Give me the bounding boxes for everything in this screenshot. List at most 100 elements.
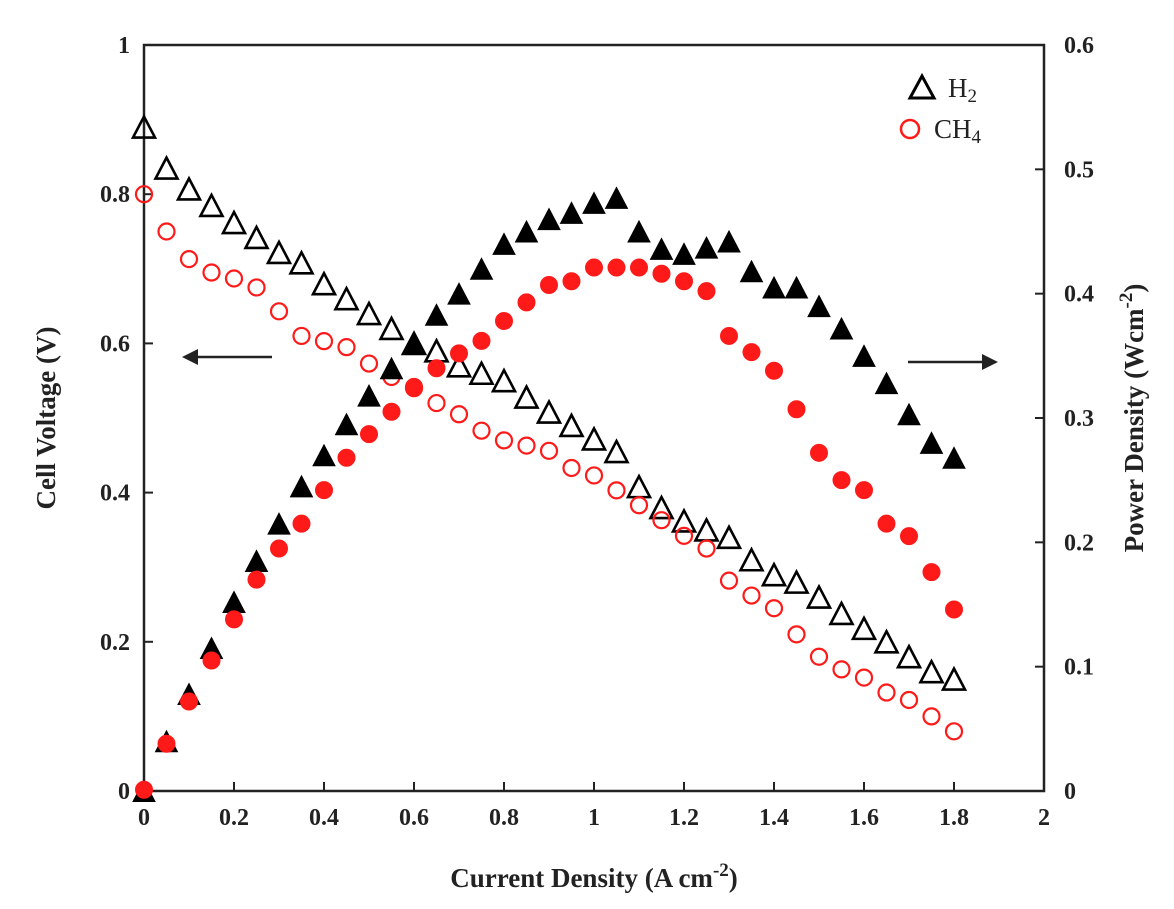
h2-voltage-point (648, 494, 675, 520)
h2-power-point (694, 236, 719, 259)
ch4-voltage-point (247, 278, 266, 297)
ch4-voltage-point (674, 526, 694, 545)
h2-voltage-point (625, 473, 653, 499)
ch4-voltage-point (629, 496, 649, 515)
ch4-power-point (562, 272, 581, 291)
x-tick-label: 1.2 (669, 805, 699, 831)
h2-power-point (717, 229, 741, 253)
h2-voltage-point (310, 270, 338, 296)
h2-voltage-point (715, 524, 743, 550)
h2-power-point (469, 257, 494, 280)
ch4-voltage-point (494, 431, 514, 450)
h2-power-point (942, 446, 966, 469)
ch4-power-point (720, 326, 738, 345)
h2-voltage-point (805, 583, 833, 609)
ch4-voltage-point (179, 250, 199, 269)
ch4-power-point (382, 402, 401, 421)
h2-power-point (807, 294, 831, 318)
ch4-power-point (405, 377, 423, 396)
h2-voltage-point (265, 239, 293, 265)
right-arrow-annotation (908, 354, 998, 370)
h2-voltage-point (513, 383, 540, 409)
ch4-power-point (315, 481, 333, 500)
x-tick-label: 1.4 (759, 805, 789, 831)
h2-power-point (582, 191, 606, 214)
x-tick-label: 1.8 (939, 805, 969, 831)
ch4-voltage-point (697, 539, 716, 558)
ch4-voltage-point (562, 458, 581, 478)
y-right-tick-label: 0.5 (1064, 157, 1094, 183)
h2-voltage-point (670, 507, 698, 533)
y-right-tick-label: 0.3 (1064, 406, 1094, 432)
ch4-power-point (900, 527, 918, 546)
y-right-axis-title: Power Density (Wcm-2) (1116, 284, 1149, 553)
legend-ch4-label: CH4 (934, 114, 982, 148)
x-axis-title: Current Density (A cm-2) (450, 860, 738, 893)
ch4-power-point (652, 264, 671, 283)
ch4-power-point (630, 258, 648, 277)
h2-power-point (312, 443, 336, 467)
h2-voltage-point (603, 438, 630, 464)
ch4-power-point (202, 651, 221, 670)
ch4-power-point (427, 359, 446, 378)
ch4-power-point (787, 400, 806, 419)
h2-voltage-point (468, 359, 495, 386)
ch4-power-point (877, 514, 896, 533)
ch4-power-point (517, 293, 536, 312)
h2-voltage-point (355, 300, 383, 326)
x-tick-label: 0.8 (489, 805, 519, 831)
h2-voltage-point (850, 615, 878, 641)
ch4-power-point (495, 312, 513, 331)
h2-voltage-point (153, 154, 180, 180)
h2-voltage-point (693, 516, 720, 542)
h2-power-point (289, 474, 314, 498)
h2-power-point (514, 219, 539, 243)
ch4-power-point (675, 272, 693, 291)
h2-power-point (649, 237, 674, 260)
h2-voltage-point (490, 367, 518, 393)
y-right-tick-label: 0.1 (1064, 655, 1094, 681)
ch4-voltage-point (314, 332, 334, 351)
ch4-power-point (247, 570, 266, 589)
h2-voltage-point (130, 113, 158, 139)
ch4-voltage-point (134, 185, 154, 204)
x-tick-label: 2 (1038, 805, 1050, 831)
y-right-tick-label: 0.2 (1064, 530, 1094, 556)
ch4-power-point (360, 425, 378, 444)
h2-power-point (379, 356, 404, 380)
ch4-power-point (292, 514, 311, 533)
h2-power-point (244, 549, 269, 572)
h2-voltage-point (895, 643, 923, 669)
h2-power-point (874, 371, 899, 395)
h2-power-point (627, 219, 651, 243)
h2-voltage-point (288, 249, 315, 275)
y-right-tick-label: 0.4 (1064, 282, 1094, 308)
h2-voltage-point (198, 192, 225, 218)
h2-voltage-point (558, 412, 585, 438)
y-left-axis-title: Cell Voltage (V) (31, 327, 61, 510)
ch4-voltage-point (337, 338, 356, 357)
h2-power-point (739, 259, 764, 283)
h2-power-point (334, 412, 359, 436)
h2-power-point (537, 207, 561, 231)
ch4-power-point (135, 780, 153, 799)
y-left-tick-label: 0.2 (100, 630, 130, 656)
ch4-voltage-point (517, 436, 536, 455)
ch4-power-point (270, 539, 288, 558)
ch4-voltage-point (877, 683, 896, 702)
ch4-power-point (180, 692, 198, 711)
x-tick-label: 1.6 (849, 805, 879, 831)
ch4-voltage-point (742, 586, 761, 605)
ch4-power-point (472, 331, 491, 350)
series-ch4-voltage (134, 185, 964, 741)
ch4-voltage-point (764, 599, 784, 618)
ch4-voltage-point (449, 405, 469, 424)
ch4-power-point (765, 361, 783, 380)
y-left-tick-label: 0.6 (100, 331, 130, 357)
h2-power-point (829, 316, 854, 340)
h2-power-point (784, 275, 809, 299)
h2-voltage-point (220, 209, 248, 235)
y-right-tick-label: 0 (1064, 779, 1076, 805)
h2-voltage-point (940, 665, 968, 691)
